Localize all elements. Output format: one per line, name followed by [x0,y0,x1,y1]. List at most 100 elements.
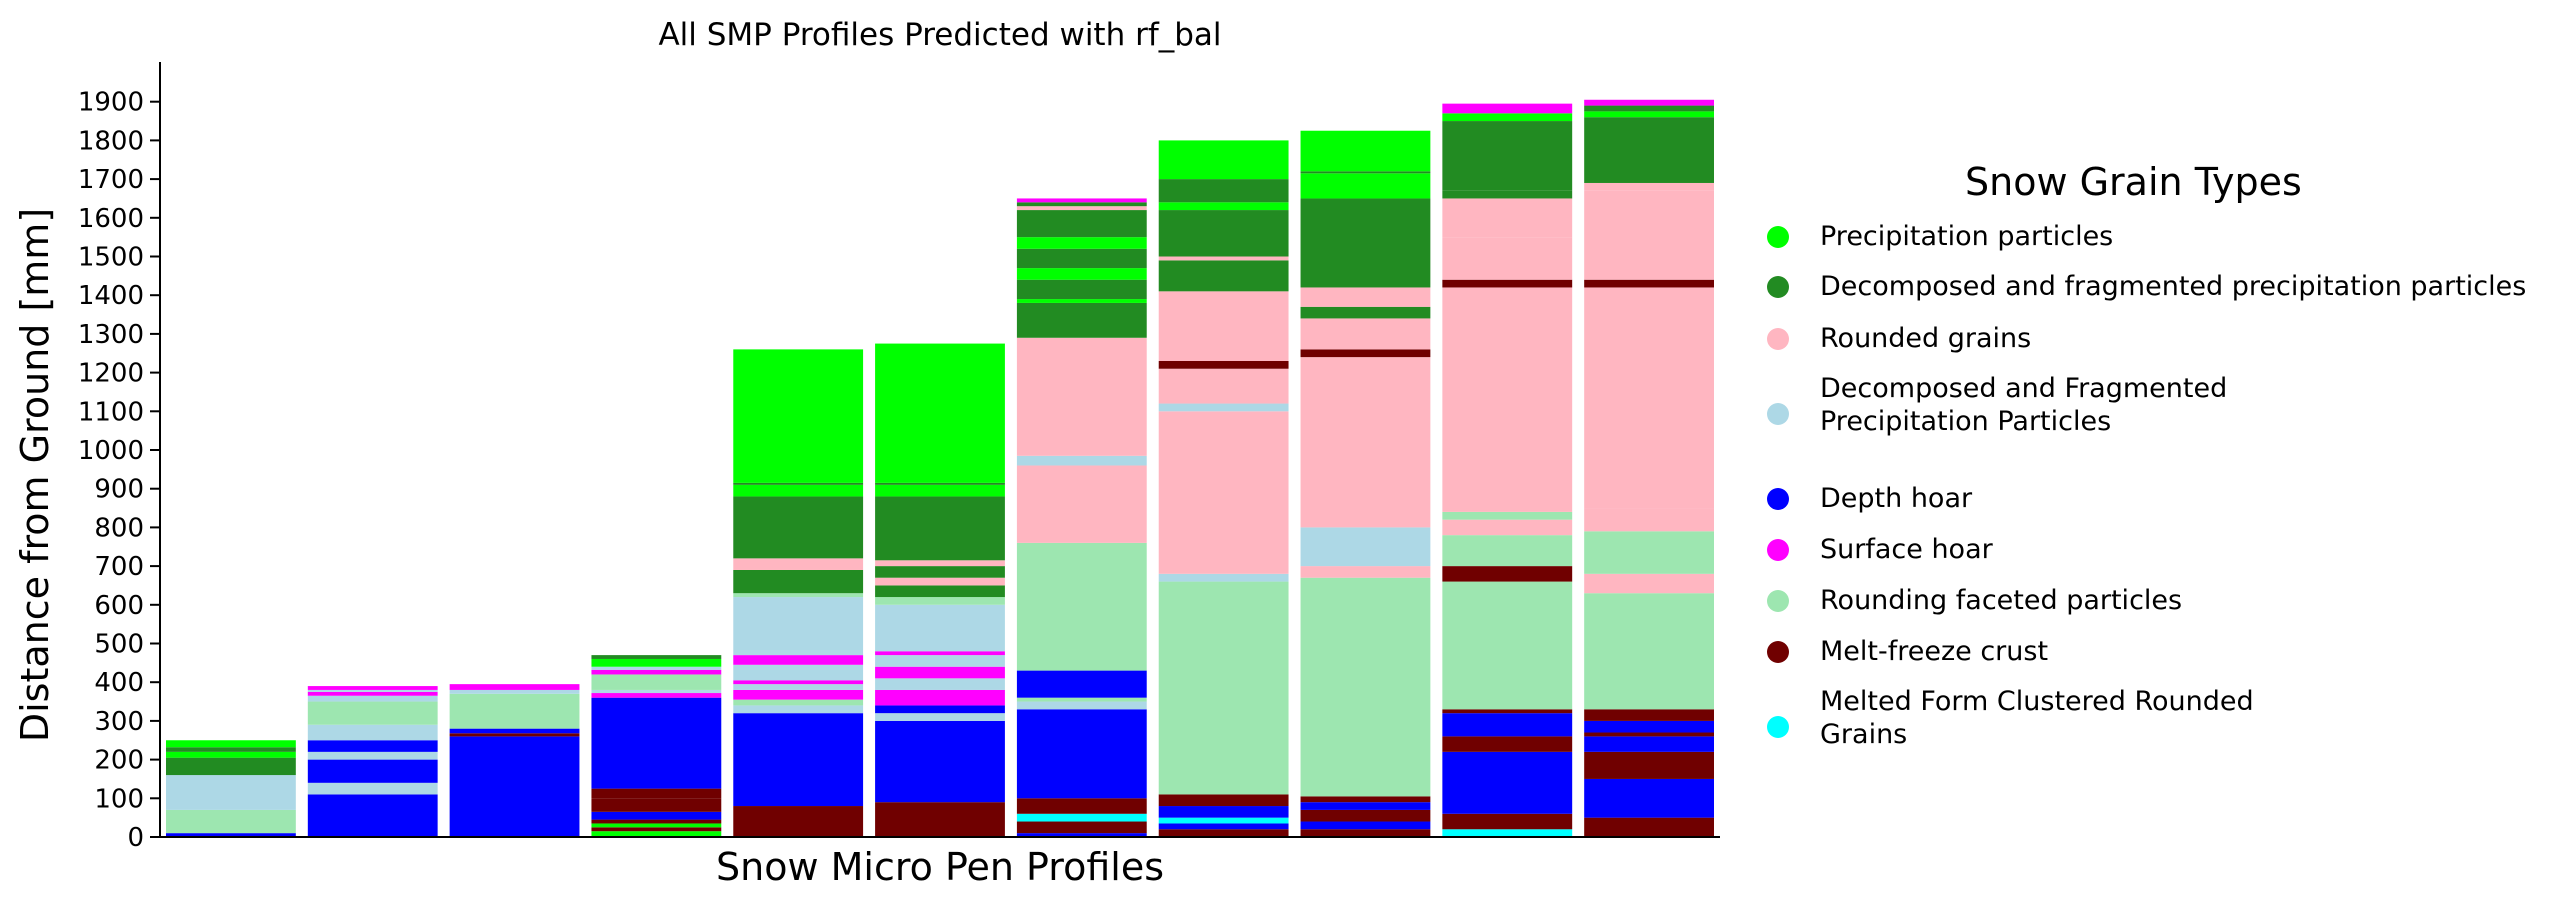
profile-bar-9 [1300,130,1431,837]
layer-segment [591,689,722,694]
y-tick-label: 1900 [78,88,144,118]
layer-segment [1584,736,1714,752]
layer-segment [1158,829,1289,837]
layer-segment [1442,713,1573,737]
y-tick-label: 1600 [78,204,144,234]
layer-segment [307,689,438,692]
layer-segment [1016,542,1147,671]
layer-segment [733,713,864,807]
layer-segment [1300,198,1431,288]
layer-segment [733,558,864,570]
profile-bar-4 [591,655,722,837]
layer-segment [733,680,864,685]
layer-segment [1584,709,1714,721]
profile-bar-5 [733,349,864,837]
layer-segment [591,697,722,789]
layer-segment [166,833,296,837]
layer-segment [1442,279,1573,288]
layer-segment [307,701,438,725]
y-tick-label: 300 [94,707,144,737]
y-tick-label: 1400 [78,281,144,311]
layer-segment [1158,291,1289,361]
profile-bar-11 [1584,99,1714,837]
layer-segment [307,751,438,760]
y-axis-label: Distance from Ground [mm] [13,208,57,742]
layer-segment [733,699,864,706]
layer-segment [1016,237,1147,249]
legend-marker [1767,226,1789,248]
layer-segment [166,740,296,748]
layer-segment [591,658,722,667]
layer-segment [1300,130,1431,172]
layer-segment [1442,511,1573,520]
layer-segment [1442,535,1573,567]
layer-segment [875,566,1005,578]
layer-segment [733,593,864,598]
layer-segment [1158,806,1289,818]
layer-segment [1584,190,1714,280]
layer-segment [733,484,864,497]
layer-segment [1300,306,1431,319]
layer-segment [1584,117,1714,183]
layer-segment [1584,279,1714,288]
profile-bar-3 [449,684,580,837]
legend-marker [1767,716,1789,738]
legend-label: Precipitation particles [1820,221,2114,252]
layer-segment [1584,508,1714,532]
y-tick-label: 700 [94,552,144,582]
layer-segment [166,747,296,752]
layer-segment [1016,709,1147,799]
layer-segment [875,604,1005,652]
layer-segment [307,686,438,690]
layer-segment [1442,237,1573,280]
profile-bar-7 [1016,198,1147,837]
layer-segment [875,678,1005,690]
layer-segment [1584,531,1714,574]
layer-segment [1016,206,1147,211]
y-tick-label: 100 [94,784,144,814]
layer-segment [591,669,722,675]
layer-segment [1442,709,1573,714]
layer-segment [875,597,1005,605]
layer-segment [591,693,722,698]
y-tick-label: 800 [94,513,144,543]
layer-segment [1584,778,1714,818]
layer-segment [1016,268,1147,280]
layer-segment [1300,802,1431,810]
layer-segment [1016,299,1147,303]
layer-segment [1158,794,1289,807]
layer-segment [1158,411,1289,574]
legend-label: Surface hoar [1820,534,1993,565]
layer-segment [1300,173,1431,199]
layer-segment [1016,701,1147,710]
layer-segment [733,664,864,681]
layer-segment [875,689,1005,706]
layer-segment [591,655,722,659]
layer-segment [1016,833,1147,837]
layer-segment [1016,821,1147,834]
y-tick-label: 1700 [78,165,144,195]
layer-segment [1158,581,1289,795]
layer-segment [1300,357,1431,528]
layer-segment [875,585,1005,598]
y-tick-label: 400 [94,668,144,698]
layer-segment [591,674,722,690]
layer-segment [875,577,1005,586]
y-tick-label: 1800 [78,126,144,156]
layer-segment [875,802,1005,837]
layer-segment [591,827,722,832]
layer-segment [1442,751,1573,814]
layer-segment [591,666,722,670]
layer-segment [1158,823,1289,830]
layer-segment [1158,360,1289,369]
layer-segment [875,705,1005,714]
layer-segment [1300,809,1431,822]
layer-segment [166,757,296,776]
legend-label: Decomposed and Fragmented Precipitation … [1820,373,2228,437]
layer-segment [1300,796,1431,803]
layer-segment [307,794,438,837]
layer-segment [1158,368,1289,404]
layer-segment [449,693,580,729]
legend-label: Rounding faceted particles [1820,585,2183,616]
layer-segment [1442,829,1573,837]
